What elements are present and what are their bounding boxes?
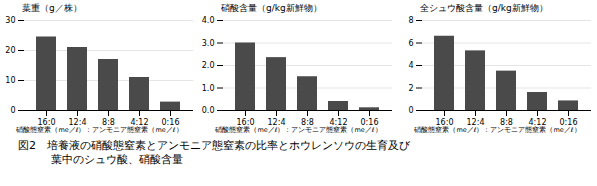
svg-text:0.0: 0.0 bbox=[202, 106, 215, 115]
html-text:硝酸態窒素（me／ℓ）：アンモニア態窒素（me／ℓ）: 硝酸態窒素（me／ℓ）：アンモニア態窒素（me／ℓ） bbox=[414, 126, 581, 134]
svg-text:2: 2 bbox=[408, 84, 413, 93]
svg-text:12:4: 12:4 bbox=[467, 118, 485, 126]
svg-text:0: 0 bbox=[408, 106, 413, 115]
html-text:葉重（g／株）: 葉重（g／株） bbox=[22, 3, 82, 13]
svg-text:30: 30 bbox=[5, 16, 15, 25]
svg-text:16:0: 16:0 bbox=[237, 118, 255, 126]
svg-text:12:4: 12:4 bbox=[268, 118, 286, 126]
svg-text:4: 4 bbox=[408, 61, 413, 70]
svg-text:0:16: 0:16 bbox=[361, 118, 379, 126]
html-text:全シュウ酸含量（g/kg新鮮物）: 全シュウ酸含量（g/kg新鮮物） bbox=[420, 3, 548, 13]
svg-text:16:0: 16:0 bbox=[38, 118, 56, 126]
svg-text:8:8: 8:8 bbox=[102, 118, 115, 126]
html-text:硝酸態窒素（me／ℓ）：アンモニア態窒素（me／ℓ）: 硝酸態窒素（me／ℓ）：アンモニア態窒素（me／ℓ） bbox=[215, 126, 382, 134]
svg-text:6: 6 bbox=[408, 39, 413, 48]
svg-text:0:16: 0:16 bbox=[162, 118, 180, 126]
svg-text:8: 8 bbox=[408, 16, 413, 25]
svg-text:20: 20 bbox=[5, 46, 15, 55]
svg-text:0: 0 bbox=[10, 106, 15, 115]
svg-text:0:16: 0:16 bbox=[560, 118, 578, 126]
svg-text:4:12: 4:12 bbox=[131, 118, 149, 126]
svg-text:12:4: 12:4 bbox=[69, 118, 87, 126]
svg-text:4.0: 4.0 bbox=[202, 16, 215, 25]
svg-text:3.0: 3.0 bbox=[202, 39, 215, 48]
svg-text:2.0: 2.0 bbox=[202, 61, 215, 70]
svg-text:8:8: 8:8 bbox=[500, 118, 513, 126]
svg-text:16:0: 16:0 bbox=[436, 118, 454, 126]
html-text:葉中のシュウ酸、硝酸含量: 葉中のシュウ酸、硝酸含量 bbox=[18, 153, 183, 166]
html-text:図2 培養液の硝酸態窒素とアンモニア態窒素の比率とホウレンソ: 図2 培養液の硝酸態窒素とアンモニア態窒素の比率とホウレンソウの生育及び bbox=[18, 139, 410, 152]
html-text:硝酸態窒素（me／ℓ）：アンモニア態窒素（me／ℓ）: 硝酸態窒素（me／ℓ）：アンモニア態窒素（me／ℓ） bbox=[16, 126, 183, 134]
svg-text:8:8: 8:8 bbox=[301, 118, 314, 126]
svg-text:10: 10 bbox=[5, 76, 15, 85]
svg-text:1.0: 1.0 bbox=[202, 84, 215, 93]
svg-text:4:12: 4:12 bbox=[330, 118, 348, 126]
svg-text:4:12: 4:12 bbox=[529, 118, 547, 126]
html-text:硝酸含量（g/kg新鮮物）: 硝酸含量（g/kg新鮮物） bbox=[221, 3, 322, 13]
